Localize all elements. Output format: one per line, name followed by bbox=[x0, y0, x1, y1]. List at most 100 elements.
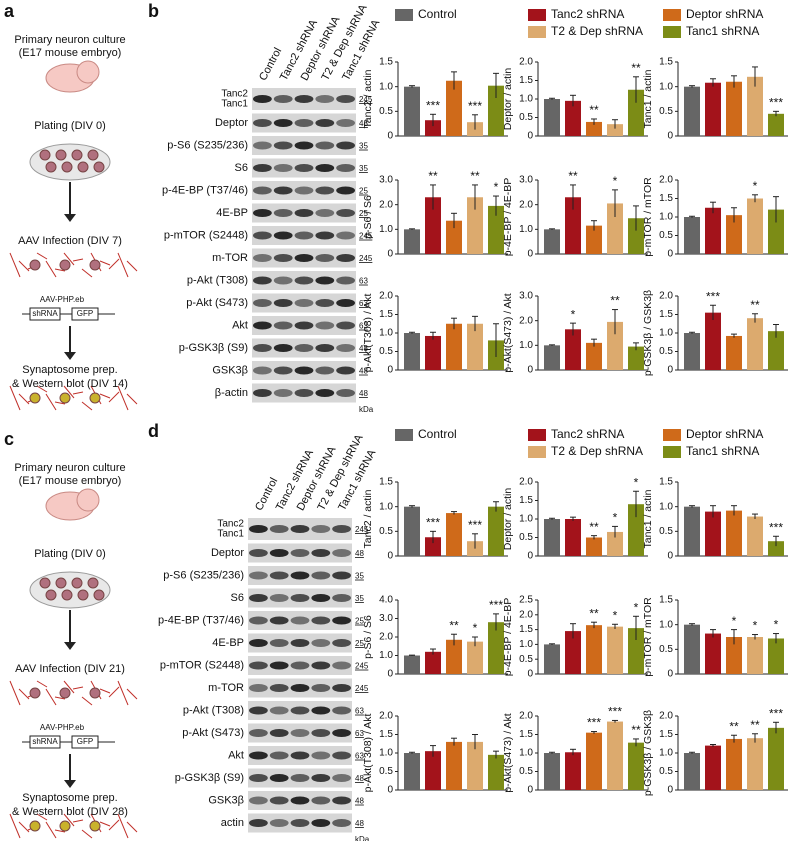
band bbox=[294, 254, 314, 262]
bar bbox=[684, 506, 700, 556]
mw-label: 63 bbox=[355, 729, 364, 738]
mw-label: 245 bbox=[355, 684, 369, 693]
arrow-head bbox=[64, 214, 76, 222]
bar bbox=[446, 741, 462, 790]
bar bbox=[607, 721, 623, 790]
neurite bbox=[36, 813, 48, 821]
neurite bbox=[81, 268, 93, 278]
bar bbox=[404, 506, 420, 556]
bar bbox=[705, 633, 721, 674]
bar bbox=[768, 209, 784, 254]
significance: * bbox=[732, 614, 737, 628]
band bbox=[315, 119, 335, 127]
y-tick-label: 1.0 bbox=[659, 748, 673, 759]
y-tick-label: 1.5 bbox=[519, 729, 533, 740]
bar bbox=[607, 626, 623, 674]
y-tick-label: 0.5 bbox=[519, 112, 533, 123]
mw-label: 63 bbox=[359, 299, 368, 308]
neurite bbox=[54, 829, 66, 833]
significance: *** bbox=[769, 520, 783, 534]
schematic-text: GFP bbox=[77, 737, 93, 746]
bar bbox=[544, 229, 560, 254]
band bbox=[294, 366, 314, 375]
band bbox=[290, 706, 310, 715]
y-tick-label: 1.0 bbox=[659, 328, 673, 339]
band bbox=[290, 639, 310, 647]
bar bbox=[607, 321, 623, 370]
bar bbox=[705, 511, 721, 556]
cell bbox=[93, 589, 105, 601]
schematic-text: Plating (DIV 0) bbox=[34, 548, 106, 560]
cell bbox=[71, 577, 83, 589]
cell bbox=[39, 577, 51, 589]
y-axis-label: p-4E-BP / 4E-BP bbox=[502, 178, 514, 257]
row-label: S6 bbox=[231, 592, 244, 604]
y-tick-label: 1.0 bbox=[519, 514, 533, 525]
bar bbox=[425, 651, 441, 674]
bar bbox=[628, 89, 644, 136]
band bbox=[336, 141, 355, 150]
bar bbox=[726, 510, 742, 556]
bar bbox=[586, 121, 602, 136]
mw-label: 245 bbox=[359, 95, 373, 104]
y-tick-label: 0.5 bbox=[379, 526, 393, 537]
band bbox=[290, 684, 310, 692]
bar bbox=[705, 207, 721, 254]
band bbox=[332, 571, 351, 580]
significance: *** bbox=[489, 598, 503, 612]
y-tick-label: 1.0 bbox=[379, 501, 393, 512]
neurite bbox=[9, 385, 21, 411]
band bbox=[336, 95, 355, 103]
bar bbox=[544, 345, 560, 370]
band bbox=[269, 549, 289, 557]
significance: ** bbox=[449, 618, 459, 632]
band bbox=[315, 141, 335, 150]
band bbox=[249, 751, 268, 760]
significance: ** bbox=[729, 719, 739, 733]
band bbox=[315, 321, 335, 330]
band bbox=[273, 276, 293, 285]
shrna-box bbox=[29, 735, 61, 749]
row-label: Akt bbox=[228, 749, 244, 761]
neurite bbox=[63, 680, 75, 694]
band bbox=[294, 389, 314, 397]
bar bbox=[467, 197, 483, 254]
band bbox=[332, 639, 351, 647]
neurite bbox=[126, 260, 138, 272]
y-tick-label: 1.5 bbox=[659, 57, 673, 68]
neurite bbox=[54, 268, 66, 272]
bar bbox=[684, 753, 700, 790]
bar bbox=[446, 80, 462, 136]
band bbox=[290, 819, 310, 827]
band bbox=[273, 186, 293, 195]
significance: ** bbox=[428, 169, 438, 183]
cell bbox=[93, 161, 105, 173]
legend-swatch bbox=[663, 429, 681, 441]
bar bbox=[544, 99, 560, 136]
y-tick-label: 0.5 bbox=[519, 766, 533, 777]
cell bbox=[87, 577, 99, 589]
bar bbox=[446, 513, 462, 556]
bar bbox=[768, 331, 784, 370]
neurite bbox=[9, 813, 21, 839]
bar bbox=[768, 113, 784, 136]
band bbox=[273, 141, 293, 150]
schematic-text: Synaptosome prep. bbox=[22, 364, 117, 376]
y-tick-label: 2.5 bbox=[519, 595, 533, 606]
band bbox=[253, 344, 272, 352]
y-tick-label: 2.0 bbox=[519, 477, 533, 488]
neurite bbox=[72, 258, 84, 262]
band bbox=[273, 389, 293, 397]
gfp-box bbox=[71, 735, 99, 749]
band bbox=[332, 819, 351, 827]
bar bbox=[747, 637, 763, 674]
band bbox=[336, 164, 355, 172]
soma bbox=[89, 687, 101, 699]
band bbox=[311, 661, 331, 670]
band bbox=[253, 186, 272, 195]
mw-label: 63 bbox=[359, 277, 368, 286]
legend-swatch bbox=[663, 446, 681, 458]
band bbox=[253, 95, 272, 103]
legend-swatch bbox=[663, 26, 681, 38]
row-label: p-S6 (S235/236) bbox=[167, 139, 248, 151]
